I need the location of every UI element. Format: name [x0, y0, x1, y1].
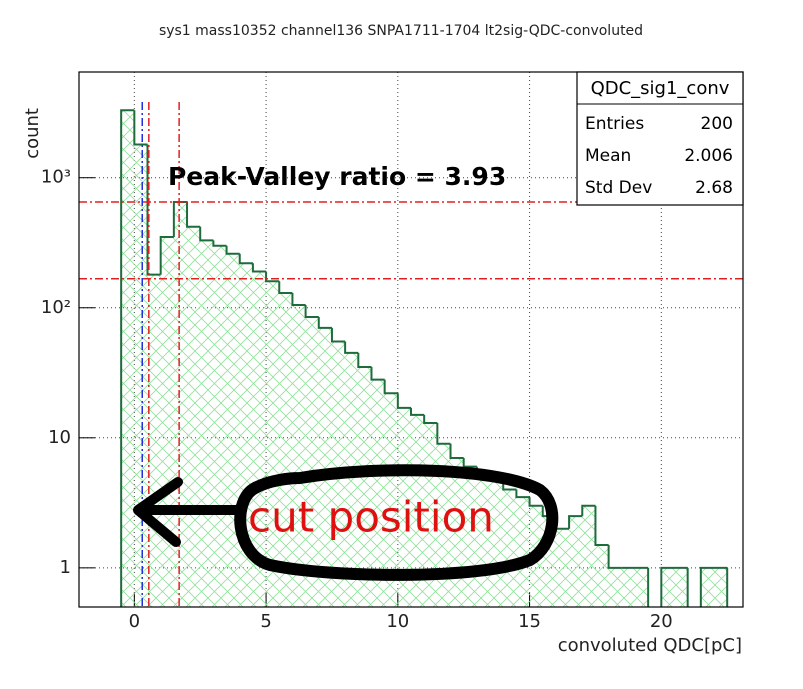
bar-outline: [186, 202, 201, 228]
bar-outline: [133, 110, 148, 146]
stats-box: [576, 71, 744, 206]
bar-outline: [383, 379, 398, 395]
bar: [569, 516, 583, 607]
bar: [279, 292, 293, 607]
bar-outline: [330, 327, 346, 343]
bar: [266, 281, 280, 607]
chart-title: sys1 mass10352 channel136 SNPA1711-1704 …: [159, 23, 643, 39]
bar-outline: [357, 352, 372, 369]
x-tick-label: 0: [129, 611, 140, 632]
x-axis-label: convoluted QDC[pC]: [558, 635, 742, 656]
bar: [397, 407, 411, 607]
bar-outline: [528, 497, 543, 507]
bar: [661, 567, 675, 607]
bar-outline: [238, 253, 253, 265]
bar-outline: [265, 271, 280, 283]
stats-label: Entries: [585, 114, 644, 134]
bar: [674, 567, 688, 607]
stats-value: 200: [701, 114, 733, 134]
bar: [226, 253, 240, 607]
bar-outline: [317, 316, 332, 329]
bar-outline: [344, 341, 359, 354]
bar: [305, 316, 319, 607]
x-tick-label: 5: [260, 611, 271, 632]
stats-value: 2.006: [684, 146, 733, 166]
hand-drawn-loop: [234, 464, 559, 581]
y-axis-label: count: [22, 108, 43, 159]
bar: [411, 414, 425, 607]
bar-outline: [607, 544, 622, 569]
bar: [714, 567, 728, 607]
bar: [384, 393, 398, 607]
bar-outline: [278, 281, 293, 294]
x-tick-label: 20: [650, 611, 673, 632]
bar-outline: [581, 504, 596, 517]
bar: [200, 240, 214, 607]
y-tick-label: 10²: [41, 297, 71, 318]
bar: [252, 271, 267, 607]
bar-outline: [212, 240, 227, 247]
x-tick-label: 10: [386, 611, 409, 632]
bar: [555, 528, 570, 607]
bar-outline: [370, 367, 385, 381]
stats-title: QDC_sig1_conv: [591, 78, 730, 99]
bar-outline: [660, 566, 675, 607]
peak-valley-annotation: Peak-Valley ratio = 3.93: [168, 162, 506, 191]
bar-outline: [199, 226, 214, 242]
hand-drawn-arrow: [133, 477, 245, 547]
bar-outline: [304, 305, 319, 318]
bar-outline: [436, 422, 451, 445]
bar: [358, 367, 372, 607]
bar: [318, 327, 332, 607]
bar-outline: [699, 566, 715, 607]
x-tick-label: 15: [518, 611, 541, 632]
bar: [700, 567, 715, 607]
cut-position-annotation: cut position: [248, 493, 494, 542]
bar-outline: [594, 505, 609, 546]
bar: [437, 443, 451, 607]
bar: [634, 567, 649, 607]
bar-outline: [120, 109, 135, 607]
plot-frame: [78, 71, 744, 608]
bar-outline: [225, 245, 240, 255]
bar: [516, 497, 530, 607]
bar-outline: [449, 443, 464, 459]
y-tick-label: 1: [60, 557, 71, 578]
bar-outline: [515, 489, 530, 499]
stats-label: Std Dev: [585, 178, 652, 198]
bar-outline: [423, 414, 438, 424]
bar-outline: [251, 263, 267, 273]
bar: [345, 352, 359, 607]
y-tick-label: 10: [48, 427, 71, 448]
bar: [503, 489, 517, 607]
bar: [121, 110, 135, 607]
bar: [595, 544, 609, 607]
y-tick-label: 10³: [41, 167, 71, 188]
stats-value: 2.68: [695, 178, 733, 198]
bar: [621, 567, 635, 607]
bar: [187, 226, 201, 607]
bar-outline: [291, 292, 306, 307]
bar: [582, 505, 596, 607]
bar-outline: [159, 236, 174, 275]
bar: [371, 379, 385, 607]
bar: [608, 567, 622, 607]
bar: [134, 144, 148, 607]
bar: [292, 305, 306, 607]
overlay: Peak-Valley ratio = 3.93 cut position QD…: [133, 71, 744, 581]
bar: [213, 245, 227, 607]
bar: [160, 237, 174, 607]
bar-outline: [396, 393, 411, 409]
bar-outline: [568, 515, 583, 529]
bar-outline: [410, 407, 425, 416]
stats-label: Mean: [585, 146, 631, 166]
bar-outline: [146, 144, 161, 276]
